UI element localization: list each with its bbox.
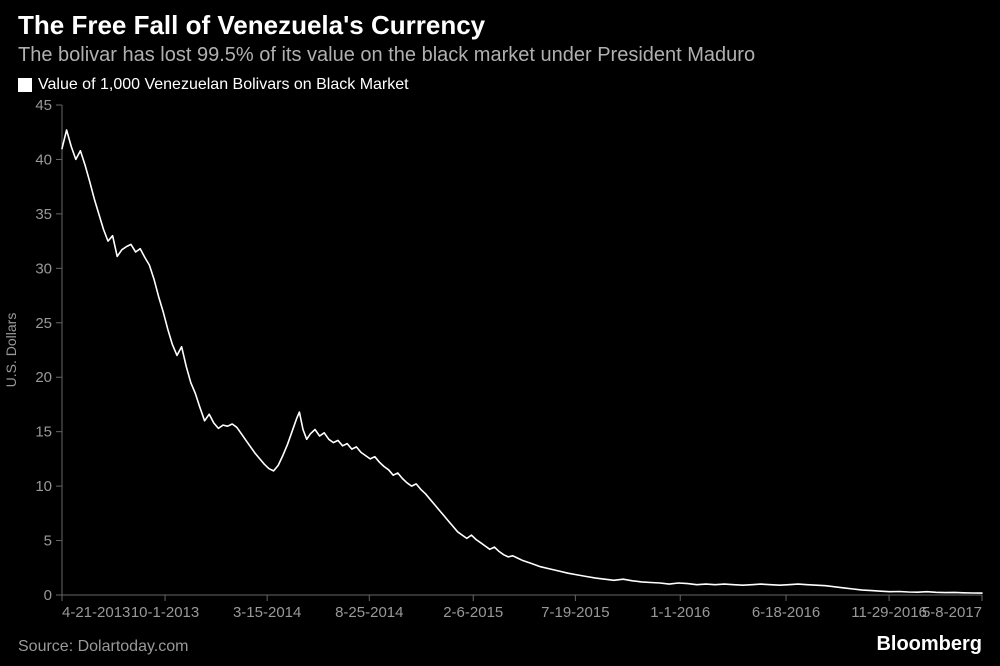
svg-text:3-15-2014: 3-15-2014 xyxy=(233,604,301,621)
svg-text:11-29-2016: 11-29-2016 xyxy=(851,604,927,621)
svg-text:10: 10 xyxy=(35,478,52,495)
svg-text:25: 25 xyxy=(35,315,52,332)
chart-subtitle: The bolivar has lost 99.5% of its value … xyxy=(18,44,755,67)
svg-text:6-18-2016: 6-18-2016 xyxy=(752,604,820,621)
svg-text:15: 15 xyxy=(35,424,52,441)
svg-text:1-1-2016: 1-1-2016 xyxy=(650,604,710,621)
svg-text:U.S. Dollars: U.S. Dollars xyxy=(3,313,19,388)
chart-title: The Free Fall of Venezuela's Currency xyxy=(18,10,485,41)
svg-text:40: 40 xyxy=(35,151,52,168)
source-text: Source: Dolartoday.com xyxy=(18,638,188,656)
svg-text:45: 45 xyxy=(35,97,52,114)
svg-text:30: 30 xyxy=(35,260,52,277)
chart-container: The Free Fall of Venezuela's Currency Th… xyxy=(0,0,1000,666)
svg-text:20: 20 xyxy=(35,369,52,386)
svg-text:5-8-2017: 5-8-2017 xyxy=(922,604,982,621)
svg-text:5: 5 xyxy=(44,533,52,550)
legend-label: Value of 1,000 Venezuelan Bolivars on Bl… xyxy=(38,76,409,94)
svg-text:8-25-2014: 8-25-2014 xyxy=(335,604,403,621)
svg-text:7-19-2015: 7-19-2015 xyxy=(541,604,609,621)
svg-text:10-1-2013: 10-1-2013 xyxy=(131,604,199,621)
brand-text: Bloomberg xyxy=(876,633,982,656)
svg-text:35: 35 xyxy=(35,206,52,223)
svg-text:4-21-2013: 4-21-2013 xyxy=(62,604,130,621)
legend-swatch xyxy=(18,78,32,92)
svg-text:0: 0 xyxy=(44,587,52,604)
legend: Value of 1,000 Venezuelan Bolivars on Bl… xyxy=(18,76,409,94)
svg-text:2-6-2015: 2-6-2015 xyxy=(443,604,503,621)
chart-svg: 051015202530354045U.S. Dollars4-21-20131… xyxy=(0,0,1000,666)
